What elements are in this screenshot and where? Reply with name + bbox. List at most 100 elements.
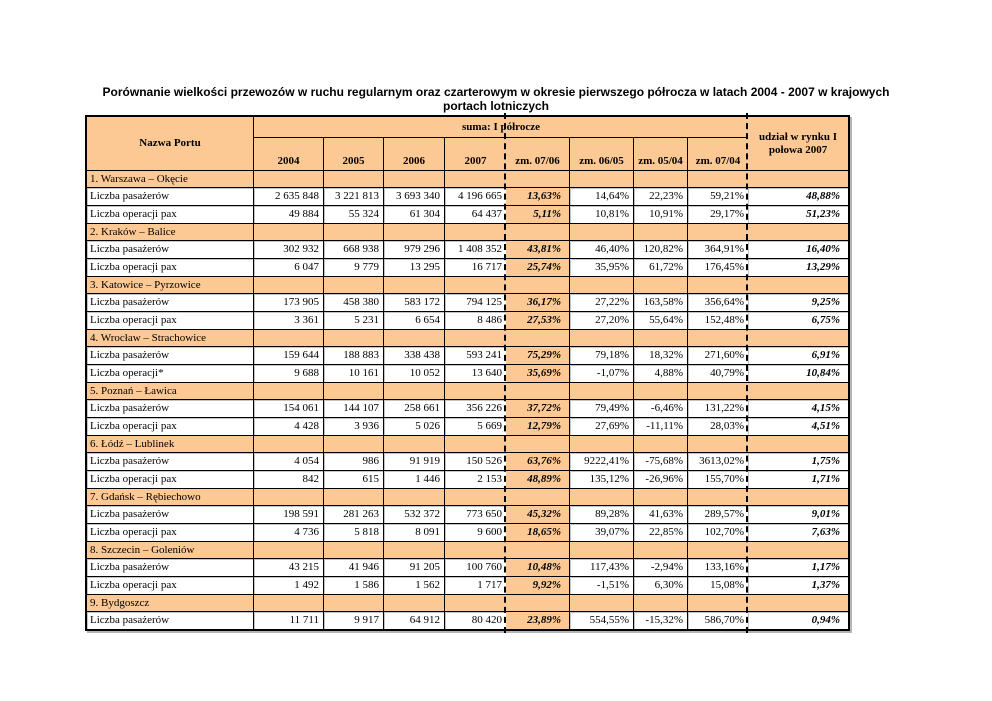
cell-2007: 794 125	[445, 294, 506, 312]
table-row: Liczba operacji* 9 688 10 161 10 052 13 640 3…	[87, 365, 849, 383]
cell-zm-07-04: 3613,02%	[688, 453, 749, 471]
cell-zm-05-04: 4,88%	[634, 365, 688, 383]
cell-2006: 8 091	[384, 524, 445, 542]
table-row: Liczba pasażerów 11 711 9 917 64 912 80 420 2…	[87, 612, 849, 629]
cell-udzial: 1,71%	[748, 471, 849, 489]
table-row: Liczba operacji pax 4 428 3 936 5 026 5 669 1…	[87, 418, 849, 436]
section-empty-cell	[254, 489, 324, 506]
cell-zm-05-04: -2,94%	[634, 559, 688, 577]
section-empty-cell	[506, 171, 570, 188]
section-empty-cell	[748, 383, 849, 400]
table-row: Liczba operacji pax 49 884 55 324 61 304 64 …	[87, 206, 849, 224]
cell-zm-06-05: 79,49%	[570, 400, 634, 418]
cell-zm-05-04: 55,64%	[634, 312, 688, 330]
section-empty-cell	[506, 330, 570, 347]
cell-2007: 9 600	[445, 524, 506, 542]
section-empty-cell	[445, 224, 506, 241]
section-empty-cell	[634, 330, 688, 347]
section-empty-cell	[445, 171, 506, 188]
cell-2005: 5 818	[324, 524, 384, 542]
section-empty-cell	[445, 436, 506, 453]
section-empty-cell	[748, 277, 849, 294]
section-empty-cell	[634, 171, 688, 188]
cell-2006: 583 172	[384, 294, 445, 312]
cell-zm-06-05: 14,64%	[570, 188, 634, 206]
cell-zm-07-06: 45,32%	[506, 506, 570, 524]
cell-2007: 80 420	[445, 612, 506, 629]
row-label: Liczba pasażerów	[87, 453, 254, 471]
cell-zm-07-04: 131,22%	[688, 400, 749, 418]
airport-section-row: 9. Bydgoszcz	[87, 595, 849, 612]
cell-2006: 10 052	[384, 365, 445, 383]
cell-zm-07-06: 37,72%	[506, 400, 570, 418]
section-empty-cell	[634, 595, 688, 612]
section-empty-cell	[506, 383, 570, 400]
cell-zm-07-04: 155,70%	[688, 471, 749, 489]
section-empty-cell	[324, 436, 384, 453]
row-label: Liczba pasażerów	[87, 400, 254, 418]
section-empty-cell	[254, 436, 324, 453]
section-empty-cell	[324, 542, 384, 559]
row-label: Liczba operacji*	[87, 365, 254, 383]
section-empty-cell	[254, 383, 324, 400]
cell-2007: 1 408 352	[445, 241, 506, 259]
table-row: Liczba pasażerów 159 644 188 883 338 438 593…	[87, 347, 849, 365]
cell-zm-05-04: 18,32%	[634, 347, 688, 365]
section-empty-cell	[748, 171, 849, 188]
cell-udzial: 1,75%	[748, 453, 849, 471]
section-empty-cell	[634, 383, 688, 400]
cell-zm-06-05: 27,20%	[570, 312, 634, 330]
section-empty-cell	[384, 595, 445, 612]
table-row: Liczba operacji pax 1 492 1 586 1 562 1 717 9…	[87, 577, 849, 595]
cell-2004: 4 428	[254, 418, 324, 436]
header-col-zm-05-04: zm. 05/04	[634, 138, 688, 171]
cell-2004: 49 884	[254, 206, 324, 224]
cell-zm-06-05: 135,12%	[570, 471, 634, 489]
header-udzial-w-rynku: udział w rynku I połowa 2007	[748, 117, 849, 171]
cell-2007: 100 760	[445, 559, 506, 577]
cell-2006: 532 372	[384, 506, 445, 524]
section-empty-cell	[445, 277, 506, 294]
cell-zm-05-04: 22,23%	[634, 188, 688, 206]
airport-name: 3. Katowice – Pyrzowice	[87, 277, 254, 294]
cell-2005: 458 380	[324, 294, 384, 312]
table-row: Liczba operacji pax 4 736 5 818 8 091 9 600 1…	[87, 524, 849, 542]
section-empty-cell	[748, 330, 849, 347]
section-empty-cell	[254, 330, 324, 347]
cell-2006: 5 026	[384, 418, 445, 436]
section-empty-cell	[688, 171, 749, 188]
cell-2007: 4 196 665	[445, 188, 506, 206]
cell-zm-07-06: 13,63%	[506, 188, 570, 206]
header-nazwa-portu: Nazwa Portu	[87, 117, 254, 171]
cell-udzial: 1,17%	[748, 559, 849, 577]
cell-2005: 5 231	[324, 312, 384, 330]
cell-udzial: 48,88%	[748, 188, 849, 206]
section-empty-cell	[570, 330, 634, 347]
table-row: Liczba pasażerów 4 054 986 91 919 150 526 63,…	[87, 453, 849, 471]
section-empty-cell	[254, 542, 324, 559]
cell-zm-05-04: -11,11%	[634, 418, 688, 436]
table-body: 1. Warszawa – Okęcie Liczba pasażerów 2 63…	[87, 171, 849, 629]
cell-zm-07-06: 35,69%	[506, 365, 570, 383]
row-label: Liczba pasażerów	[87, 347, 254, 365]
dashed-separator-zm0706	[504, 113, 506, 633]
cell-2005: 55 324	[324, 206, 384, 224]
section-empty-cell	[324, 595, 384, 612]
section-empty-cell	[570, 436, 634, 453]
section-empty-cell	[254, 224, 324, 241]
cell-udzial: 1,37%	[748, 577, 849, 595]
section-empty-cell	[445, 383, 506, 400]
cell-zm-06-05: -1,07%	[570, 365, 634, 383]
section-empty-cell	[384, 277, 445, 294]
section-empty-cell	[254, 171, 324, 188]
cell-2006: 91 205	[384, 559, 445, 577]
cell-zm-07-06: 48,89%	[506, 471, 570, 489]
cell-2004: 159 644	[254, 347, 324, 365]
row-label: Liczba operacji pax	[87, 471, 254, 489]
cell-zm-05-04: 61,72%	[634, 259, 688, 277]
cell-udzial: 7,63%	[748, 524, 849, 542]
cell-2007: 64 437	[445, 206, 506, 224]
cell-udzial: 16,40%	[748, 241, 849, 259]
cell-zm-07-04: 15,08%	[688, 577, 749, 595]
cell-2004: 198 591	[254, 506, 324, 524]
